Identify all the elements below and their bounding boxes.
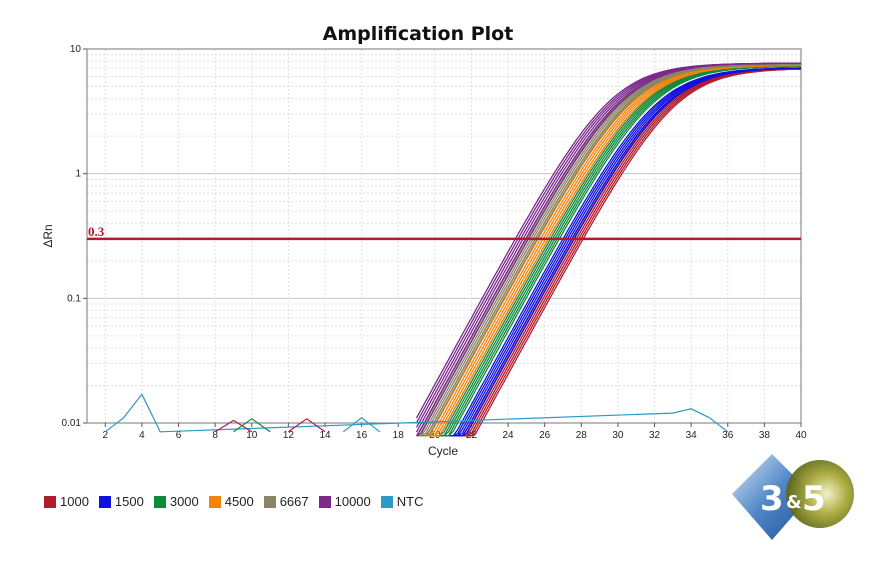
legend: 1000 1500 3000 4500 6667 10000 NTC [44, 494, 423, 509]
legend-swatch [153, 495, 166, 508]
x-tick-label: 30 [612, 430, 624, 441]
legend-label: 6667 [279, 494, 309, 509]
x-tick-label: 32 [649, 430, 661, 441]
threshold-label: 0.3 [88, 224, 105, 239]
y-tick-label: 0.1 [67, 293, 81, 304]
y-ticks: 0.01 0.1 1 10 [62, 44, 87, 429]
legend-item-1000: 1000 [44, 494, 89, 509]
x-axis-label: Cycle [428, 444, 458, 458]
legend-swatch [208, 495, 221, 508]
legend-swatch [263, 495, 276, 508]
x-tick-label: 14 [319, 430, 331, 441]
series-curve-10000 [416, 62, 801, 437]
legend-item-1500: 1500 [98, 494, 144, 509]
logo-disc-shape [786, 460, 854, 528]
x-tick-label: 18 [393, 430, 405, 441]
legend-item-4500: 4500 [208, 494, 254, 509]
legend-label: 4500 [224, 494, 254, 509]
x-tick-label: 6 [176, 430, 182, 441]
legend-label: 1000 [60, 494, 89, 509]
legend-swatch [44, 495, 56, 508]
legend-label: 10000 [334, 494, 371, 509]
x-tick-label: 12 [283, 430, 295, 441]
legend-label: 3000 [169, 494, 199, 509]
x-tick-label: 8 [212, 430, 218, 441]
x-tick-label: 4 [139, 430, 145, 441]
grid [87, 49, 802, 424]
y-tick-label: 1 [75, 169, 81, 180]
x-tick-label: 16 [356, 430, 368, 441]
baseline-noise [288, 418, 326, 433]
x-tick-label: 38 [759, 430, 771, 441]
legend-item-NTC: NTC [380, 494, 424, 509]
legend-item-3000: 3000 [153, 494, 199, 509]
y-tick-label: 10 [70, 44, 82, 55]
y-tick-label: 0.01 [62, 418, 82, 429]
legend-item-6667: 6667 [263, 494, 309, 509]
x-tick-label: 24 [503, 430, 515, 441]
x-tick-label: 26 [539, 430, 551, 441]
chart-title: Amplification Plot [323, 23, 514, 45]
baseline-noise [214, 419, 253, 433]
legend-swatch [380, 495, 393, 508]
x-tick-label: 2 [103, 430, 109, 441]
series-curve-NTC [104, 393, 729, 433]
x-tick-label: 28 [576, 430, 588, 441]
x-tick-label: 10 [246, 430, 258, 441]
series-curve-1000 [416, 68, 802, 437]
legend-swatch [98, 495, 111, 508]
series-curve-4500 [416, 64, 802, 437]
legend-label: NTC [396, 494, 424, 509]
logo-text-amp: & [786, 492, 802, 513]
brand-logo: 3 & 5 [732, 454, 854, 540]
series-curve-1500 [416, 67, 802, 437]
series-curve-6667 [416, 64, 802, 437]
legend-swatch [318, 495, 331, 508]
x-tick-label: 40 [795, 430, 807, 441]
baseline-noise [342, 417, 381, 433]
logo-text-left: 3 [760, 479, 784, 519]
x-tick-label: 36 [722, 430, 734, 441]
series-lines [104, 62, 802, 437]
logo-text-right: 5 [802, 479, 826, 519]
x-tick-label: 34 [686, 430, 698, 441]
legend-item-10000: 10000 [318, 494, 371, 509]
legend-label: 1500 [114, 494, 144, 509]
y-axis-label: ΔRn [41, 224, 55, 247]
series-curve-3000 [416, 65, 801, 437]
baseline-noise [233, 418, 271, 433]
